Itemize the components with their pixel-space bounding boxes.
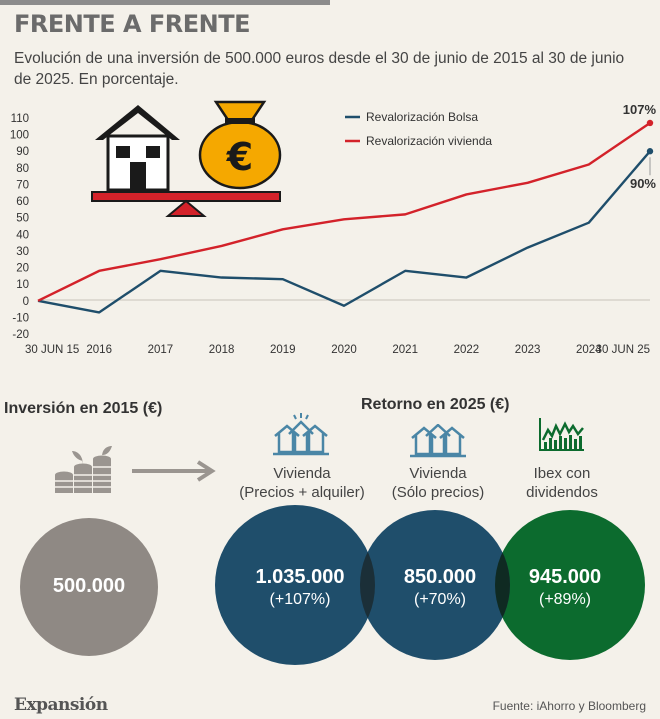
y-tick-label: 90: [16, 146, 29, 158]
x-tick-label: 2017: [148, 344, 174, 356]
y-tick-label: 100: [10, 130, 29, 142]
houses-icon: [410, 424, 466, 458]
returns-heading: Retorno en 2025 (€): [361, 396, 510, 413]
investment-heading: Inversión en 2015 (€): [4, 400, 163, 417]
x-tick-label: 2016: [86, 344, 112, 356]
coin-stack-plant-icon: [55, 446, 112, 493]
x-axis-ticks: 30 JUN 15 2016 2017 2018 2019 2020 2021 2022 202…: [25, 344, 650, 356]
y-tick-label: -20: [12, 329, 29, 341]
x-tick-label: 2018: [209, 344, 235, 356]
house-and-money-bag-on-scale-icon: €: [91, 100, 282, 217]
data-point: [646, 119, 654, 127]
return-value-vivienda-alquiler: 1.035.000 (+107%): [255, 566, 345, 608]
y-tick-label: 70: [16, 179, 29, 191]
investment-amount: 500.000: [52, 575, 126, 597]
top-bar: [0, 0, 330, 5]
x-tick-label: 2022: [454, 344, 480, 356]
y-tick-label: 20: [16, 263, 29, 275]
return-label-vivienda-precios: Vivienda (Sólo precios): [391, 465, 485, 501]
y-tick-label: 50: [16, 213, 29, 225]
x-tick-label: 2019: [270, 344, 296, 356]
y-tick-label: 0: [23, 296, 29, 308]
legend-label-vivienda: Revalorización vivienda: [366, 134, 492, 148]
y-tick-label: 110: [11, 113, 29, 125]
end-label-vivienda: 107%: [623, 102, 657, 117]
x-tick-label: 30 JUN 25: [596, 344, 650, 356]
x-tick-label: 2023: [515, 344, 541, 356]
investment-circle: [20, 518, 158, 656]
data-point: [646, 148, 654, 155]
stock-chart-icon: [539, 418, 584, 451]
y-tick-label: 10: [16, 279, 29, 291]
y-tick-label: 40: [16, 229, 29, 241]
return-value-ibex: 945.000 (+89%): [528, 566, 602, 608]
return-circle-vivienda-alquiler: [215, 505, 375, 665]
legend-label-bolsa: Revalorización Bolsa: [366, 110, 478, 124]
end-label-bolsa: 90%: [630, 176, 656, 191]
page-title: FRENTE A FRENTE: [14, 10, 251, 38]
right-arrow-icon: [132, 460, 216, 482]
x-tick-label: 2024: [576, 344, 602, 356]
x-tick-label: 2021: [392, 344, 418, 356]
return-circle-vivienda-precios: [360, 510, 510, 660]
y-tick-label: 80: [16, 163, 29, 175]
y-tick-label: -10: [12, 312, 29, 324]
return-venn-circles: [215, 505, 645, 665]
page-subtitle: Evolución de una inversión de 500.000 eu…: [14, 50, 625, 88]
x-tick-label: 30 JUN 15: [25, 344, 79, 356]
source-note: Fuente: iAhorro y Bloomberg: [492, 699, 646, 713]
x-tick-label: 2020: [331, 344, 357, 356]
brand-logo: Expansión: [14, 695, 108, 715]
return-label-ibex: Ibex con dividendos: [526, 465, 598, 501]
return-label-vivienda-alquiler: Vivienda (Precios + alquiler): [239, 465, 365, 501]
svg-text:€: €: [226, 135, 253, 179]
return-circle-ibex: [495, 510, 645, 660]
chart-legend: Revalorización Bolsa Revalorización vivi…: [345, 110, 492, 148]
return-value-vivienda-precios: 850.000 (+70%): [403, 566, 477, 608]
y-tick-label: 60: [16, 196, 29, 208]
y-tick-label: 30: [16, 246, 29, 258]
houses-icon: [273, 413, 329, 456]
